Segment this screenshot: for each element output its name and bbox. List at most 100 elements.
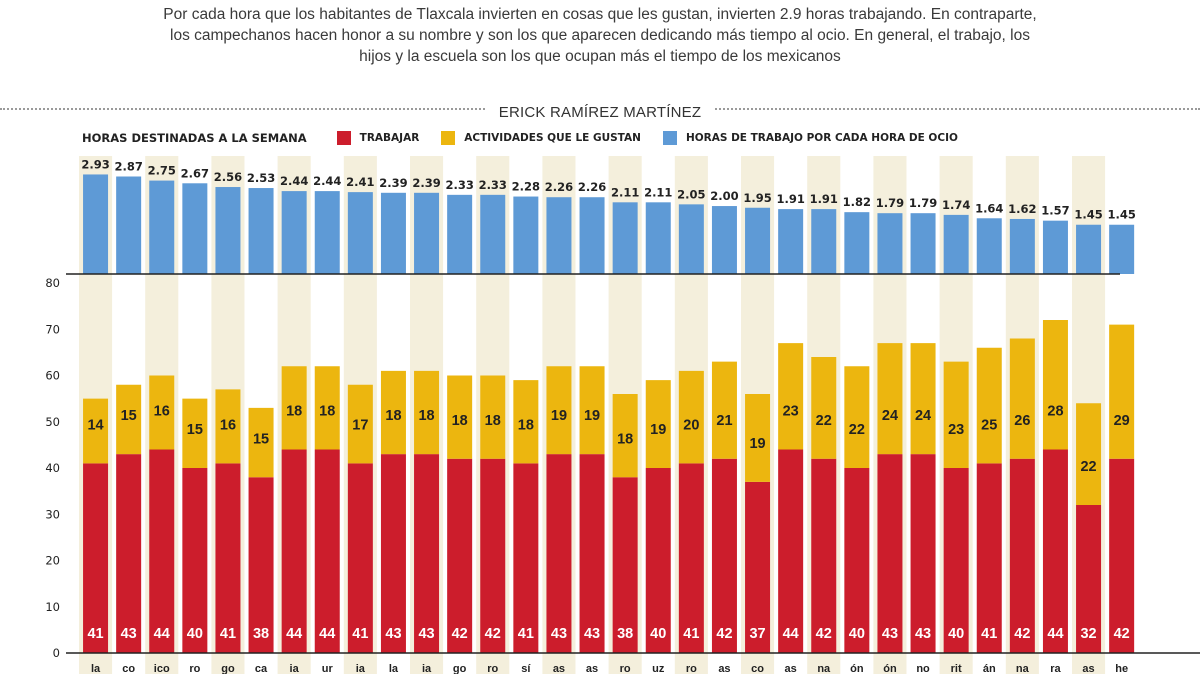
x-category-label: ico bbox=[154, 663, 170, 674]
ratio-value-label: 1.74 bbox=[942, 198, 970, 212]
work-value-label: 42 bbox=[816, 626, 832, 642]
ratio-value-label: 2.41 bbox=[346, 175, 374, 189]
leisure-value-label: 19 bbox=[650, 422, 666, 438]
leisure-bar bbox=[579, 366, 605, 455]
leisure-bar bbox=[844, 366, 870, 468]
ratio-bar bbox=[1042, 220, 1068, 274]
leisure-bar bbox=[380, 370, 406, 455]
ratio-bar bbox=[745, 207, 771, 274]
work-value-label: 43 bbox=[551, 626, 567, 642]
x-category-label: ro bbox=[189, 663, 200, 674]
ratio-bar bbox=[844, 212, 870, 274]
leisure-value-label: 22 bbox=[849, 422, 865, 438]
leisure-value-label: 18 bbox=[286, 404, 302, 420]
ratio-value-label: 2.28 bbox=[512, 180, 540, 194]
leisure-bar bbox=[513, 380, 539, 464]
leisure-value-label: 19 bbox=[551, 408, 567, 424]
ratio-bar bbox=[612, 202, 638, 274]
ratio-value-label: 2.33 bbox=[445, 178, 473, 192]
ratio-bar bbox=[83, 174, 109, 274]
x-category-label: ra bbox=[1050, 663, 1061, 674]
leisure-bar bbox=[281, 366, 307, 450]
ratio-value-label: 2.39 bbox=[379, 176, 407, 190]
author-name: ERICK RAMÍREZ MARTÍNEZ bbox=[484, 104, 716, 121]
x-category-label: ro bbox=[620, 663, 631, 674]
work-bar bbox=[678, 463, 704, 653]
ratio-value-label: 2.67 bbox=[181, 166, 209, 180]
ratio-bar bbox=[480, 194, 506, 274]
work-bar bbox=[612, 477, 638, 653]
bar-chart: 0 10 20 30 40 50 60 70 80 2.93 2.87 2.75 2.67 2.56 2.5… bbox=[45, 156, 1200, 674]
work-bar bbox=[513, 463, 539, 653]
leisure-bar bbox=[347, 384, 373, 464]
leisure-value-label: 16 bbox=[154, 404, 170, 420]
ratio-value-label: 2.53 bbox=[247, 171, 275, 185]
work-value-label: 43 bbox=[882, 626, 898, 642]
work-value-label: 43 bbox=[584, 626, 600, 642]
work-value-label: 42 bbox=[485, 626, 501, 642]
ratio-bar bbox=[347, 192, 373, 274]
x-category-label: rit bbox=[951, 663, 962, 674]
ratio-value-label: 2.11 bbox=[644, 185, 672, 199]
legend-label-ratio: HORAS DE TRABAJO POR CADA HORA DE OCIO bbox=[685, 132, 958, 144]
work-value-label: 40 bbox=[948, 626, 964, 642]
leisure-value-label: 26 bbox=[1014, 413, 1030, 429]
y-tick-label: 0 bbox=[53, 646, 60, 660]
ratio-value-label: 2.26 bbox=[578, 180, 606, 194]
work-bar bbox=[1076, 505, 1102, 653]
ratio-bar bbox=[678, 204, 704, 274]
ratio-bar bbox=[149, 180, 175, 274]
ratio-bar bbox=[314, 191, 340, 274]
work-value-label: 42 bbox=[452, 626, 468, 642]
x-category-label: as bbox=[785, 663, 797, 674]
ratio-value-label: 2.26 bbox=[545, 180, 573, 194]
work-bar bbox=[380, 454, 406, 653]
x-category-label: co bbox=[122, 663, 135, 674]
work-value-label: 41 bbox=[220, 626, 236, 642]
leisure-bar bbox=[248, 407, 274, 478]
y-tick-label: 20 bbox=[45, 554, 60, 568]
chart-legend: HORAS DESTINADAS A LA SEMANA TRABAJAR AC… bbox=[82, 130, 980, 146]
work-value-label: 44 bbox=[1047, 626, 1063, 642]
y-tick-label: 80 bbox=[45, 276, 60, 290]
x-category-label: as bbox=[718, 663, 730, 674]
y-tick-label: 50 bbox=[45, 415, 60, 429]
work-value-label: 44 bbox=[286, 626, 302, 642]
x-category-label: ón bbox=[850, 663, 864, 674]
ratio-value-label: 1.79 bbox=[876, 196, 904, 210]
leisure-bar bbox=[314, 366, 340, 450]
leisure-value-label: 29 bbox=[1114, 413, 1130, 429]
work-value-label: 41 bbox=[87, 626, 103, 642]
work-value-label: 40 bbox=[187, 626, 203, 642]
intro-paragraph: Por cada hora que los habitantes de Tlax… bbox=[163, 6, 1037, 65]
ratio-value-label: 2.39 bbox=[412, 176, 440, 190]
leisure-value-label: 18 bbox=[418, 408, 434, 424]
work-bar bbox=[844, 468, 870, 653]
work-bar bbox=[1109, 458, 1135, 653]
x-category-label: as bbox=[586, 663, 598, 674]
leisure-bar bbox=[1042, 320, 1068, 450]
ratio-bar bbox=[778, 209, 804, 274]
ratio-value-label: 1.45 bbox=[1074, 208, 1102, 222]
legend-entry-ratio: HORAS DE TRABAJO POR CADA HORA DE OCIO bbox=[662, 131, 958, 145]
leisure-value-label: 15 bbox=[253, 431, 269, 447]
work-value-label: 44 bbox=[154, 626, 170, 642]
legend-title: HORAS DESTINADAS A LA SEMANA bbox=[82, 131, 307, 145]
legend-swatch-ocio bbox=[441, 131, 456, 145]
work-bar bbox=[281, 449, 307, 653]
leisure-value-label: 19 bbox=[584, 408, 600, 424]
ratio-value-label: 1.91 bbox=[810, 192, 838, 206]
ratio-bar bbox=[943, 214, 969, 274]
ratio-bar bbox=[447, 194, 473, 274]
leisure-value-label: 14 bbox=[87, 417, 103, 433]
legend-label-trabajar: TRABAJAR bbox=[359, 132, 420, 144]
leisure-bar bbox=[811, 357, 837, 459]
x-category-label: go bbox=[221, 663, 235, 674]
work-value-label: 41 bbox=[683, 626, 699, 642]
x-category-label: ia bbox=[356, 663, 366, 674]
work-bar bbox=[347, 463, 373, 653]
x-category-label: as bbox=[553, 663, 565, 674]
work-bar bbox=[976, 463, 1002, 653]
work-value-label: 44 bbox=[783, 626, 799, 642]
legend-entry-trabajar: TRABAJAR bbox=[336, 131, 420, 145]
